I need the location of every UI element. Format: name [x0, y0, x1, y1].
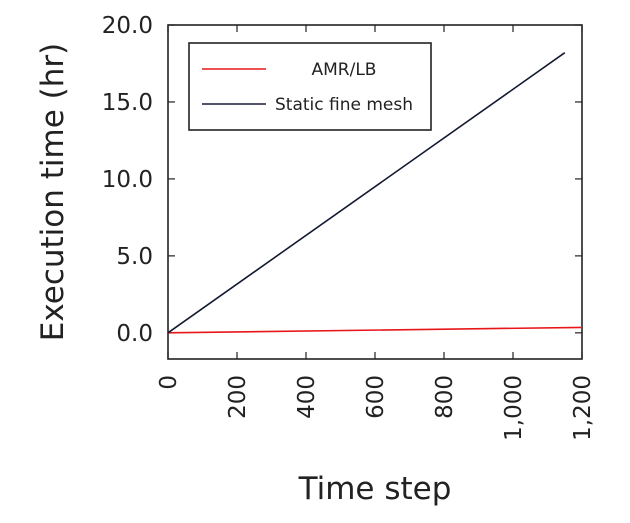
y-tick-label: 0.0	[116, 321, 153, 347]
x-axis-ticks: 0 200 400 600 800 1,000 1,200	[156, 25, 596, 441]
legend: AMR/LB Static fine mesh	[188, 42, 432, 131]
series-line-amr-lb	[167, 326, 583, 334]
y-tick-label: 10.0	[102, 167, 153, 193]
x-tick-label: 200	[225, 375, 251, 419]
legend-label-amr-lb: AMR/LB	[312, 60, 377, 80]
x-tick-label: 1,000	[501, 375, 527, 441]
x-tick-label: 0	[156, 375, 182, 390]
y-tick-label: 5.0	[116, 244, 153, 270]
y-axis-title: Execution time (hr)	[35, 43, 71, 341]
series-line-static-fine-mesh	[167, 52, 566, 334]
x-tick-label: 600	[363, 375, 389, 419]
y-axis-ticks: 0.0 5.0 10.0 15.0 20.0	[102, 13, 582, 347]
x-tick-label: 800	[432, 375, 458, 419]
x-tick-label: 1,200	[570, 375, 596, 441]
legend-label-static-fine-mesh: Static fine mesh	[275, 95, 413, 115]
series-layer	[167, 52, 583, 334]
y-tick-label: 20.0	[102, 13, 153, 39]
legend-box	[188, 42, 432, 131]
x-axis-title: Time step	[298, 471, 452, 507]
x-tick-label: 400	[294, 375, 320, 419]
y-tick-label: 15.0	[102, 90, 153, 116]
